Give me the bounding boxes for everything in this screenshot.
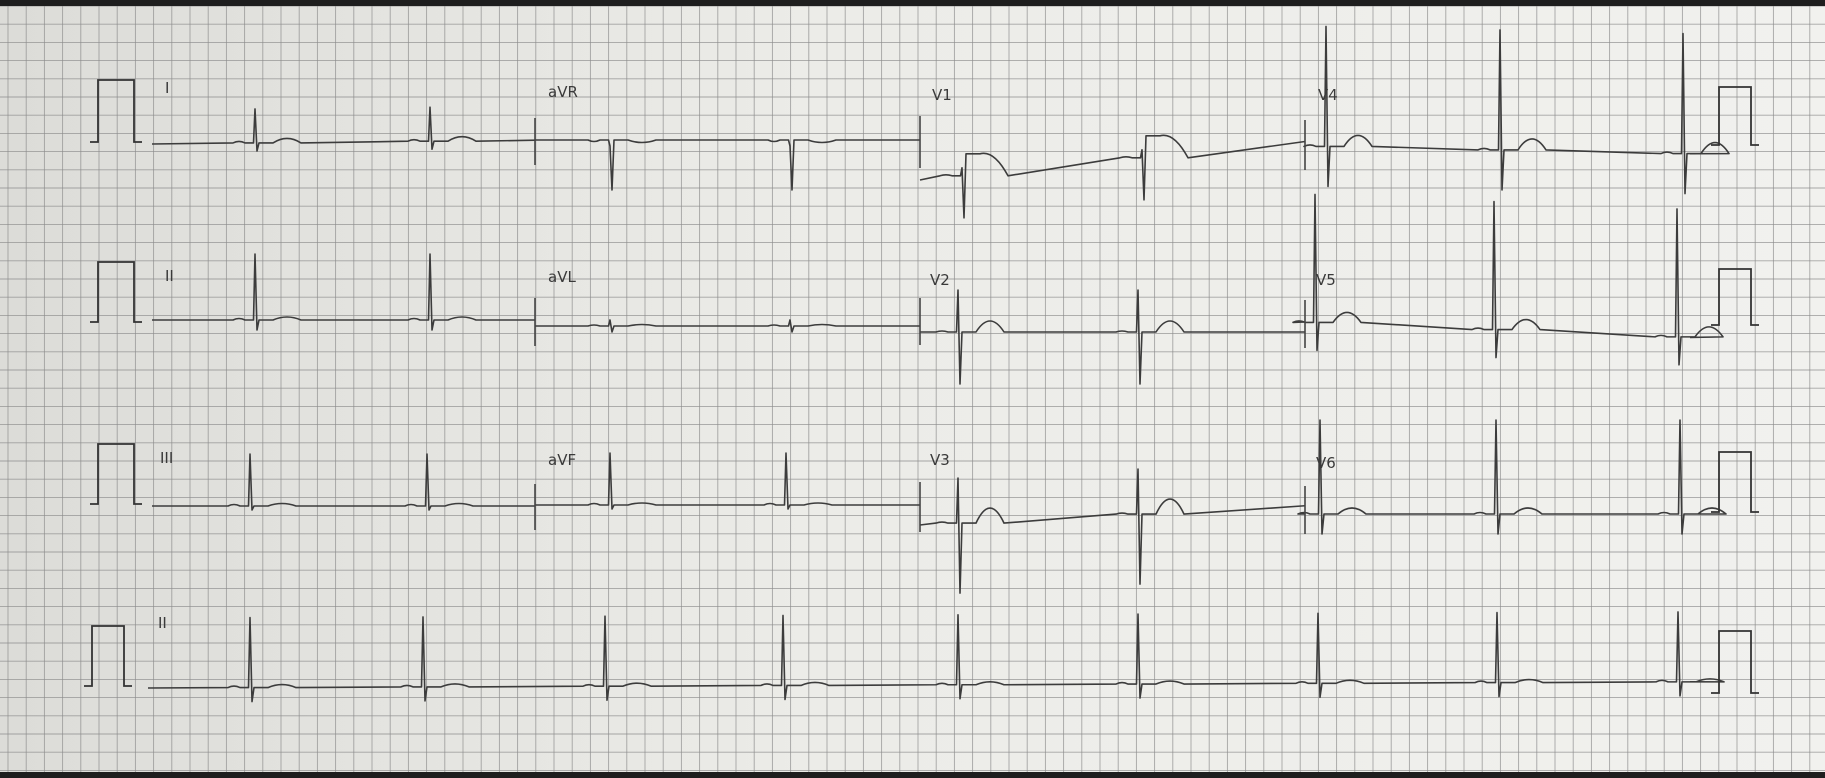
trace-lead-iii [152,453,535,511]
lead-label-avl: aVL [548,268,576,286]
lead-label-v1: V1 [932,86,952,104]
lead-label-ii: II [165,267,174,285]
calibration-pulse-row4-left [84,625,132,687]
ecg-traces [84,25,1759,703]
trace-lead-ii [152,253,535,331]
trace-lead-i [151,106,536,152]
trace-lead-v6 [1297,419,1727,535]
trace-lead-v4 [1303,25,1730,195]
lead-label-v4: V4 [1318,86,1338,104]
trace-lead-v5 [1292,193,1724,366]
trace-lead-avr [535,139,920,191]
calibration-pulse-row2-left [90,261,142,323]
paper-bottom-edge [0,772,1825,778]
lead-label-avf: aVF [548,451,576,469]
lead-label-v5: V5 [1316,271,1336,289]
trace-lead-avl [535,319,920,333]
lead-label-rhythm-ii: II [158,614,167,632]
lead-label-avr: aVR [548,83,578,101]
calibration-pulse-row4-right [1711,630,1759,694]
trace-lead-v2 [920,289,1305,385]
trace-lead-v1 [919,134,1306,219]
lead-label-v2: V2 [930,271,950,289]
lead-label-i: I [165,79,169,97]
lead-label-iii: III [160,449,173,467]
calibration-pulse-row1-right [1711,86,1759,146]
calibration-pulse-row1-left [90,79,142,143]
calibration-pulse-row3-right [1711,451,1759,513]
lead-label-v6: V6 [1316,454,1336,472]
calibration-pulse-row2-right [1711,268,1759,326]
paper-top-edge [0,0,1825,6]
trace-lead-avf [535,452,920,510]
lead-label-v3: V3 [930,451,950,469]
trace-rhythm-ii [147,611,1725,703]
trace-lead-v3 [919,468,1306,594]
calibration-pulse-row3-left [90,443,142,505]
